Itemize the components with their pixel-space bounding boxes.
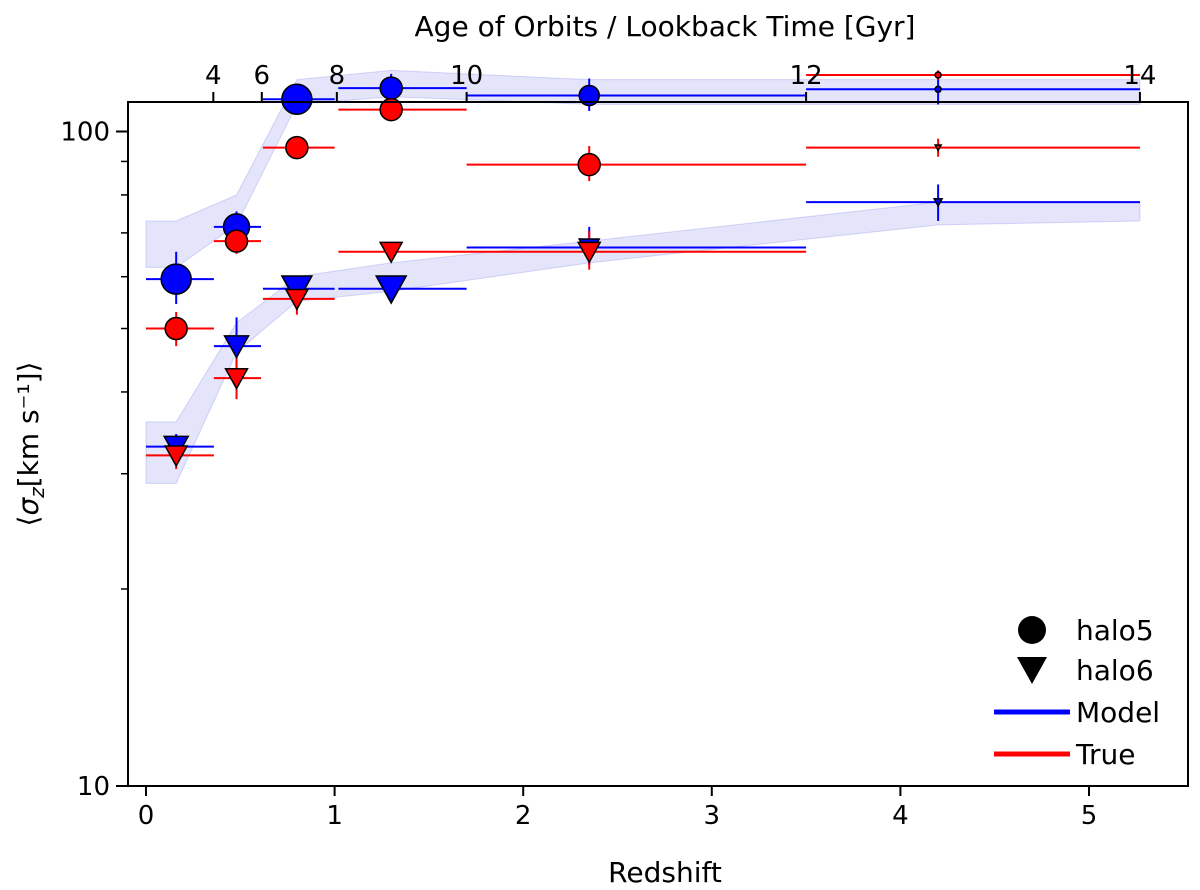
top-axis-ticks: 4 6 8 10 12 14 xyxy=(205,61,1156,102)
error-bars xyxy=(146,70,1140,470)
top-tick-label-0: 4 xyxy=(205,61,222,91)
halo6-true-point-1 xyxy=(224,367,249,391)
halo6-model-point-3 xyxy=(374,275,408,305)
x-axis-title: Redshift xyxy=(608,856,722,889)
top-tick-label-5: 14 xyxy=(1123,61,1156,91)
x-tick-label-3: 3 xyxy=(704,801,721,831)
halo5-model-point-3 xyxy=(379,76,403,100)
halo5-true-point-5 xyxy=(934,71,942,79)
legend-circle-icon xyxy=(1018,616,1046,644)
top-tick-label-2: 8 xyxy=(329,61,346,91)
plot-frame xyxy=(127,101,1189,787)
top-tick-label-1: 6 xyxy=(254,61,271,91)
legend-item-halo5: halo5 xyxy=(1018,614,1154,647)
top-axis-title: Age of Orbits / Lookback Time [Gyr] xyxy=(415,10,916,43)
legend-item-true: True xyxy=(994,738,1135,771)
halo5-model-point-2 xyxy=(281,83,313,116)
halo6-true-point-4 xyxy=(576,241,602,264)
halo6-true-point-2 xyxy=(284,288,310,311)
y-tick-label-0: 10 xyxy=(77,772,110,802)
legend-label-true: True xyxy=(1075,738,1135,771)
y-axis-ticks: 10 100 xyxy=(60,118,128,802)
halo6-band xyxy=(145,201,1141,484)
legend-triangle-icon xyxy=(1017,657,1047,684)
legend-label-model: Model xyxy=(1076,696,1160,729)
x-tick-label-4: 4 xyxy=(892,801,909,831)
y-axis-title: ⟨σz[km s⁻¹]⟩ xyxy=(12,362,49,527)
data-markers xyxy=(160,71,944,468)
y-title-close: ⟩ xyxy=(12,362,45,373)
legend-item-model: Model xyxy=(994,696,1160,729)
halo6-model-point-5 xyxy=(932,197,944,208)
halo5-true-point-1 xyxy=(224,229,249,253)
x-tick-label-0: 0 xyxy=(138,801,155,831)
halo5-true-point-2 xyxy=(285,135,309,160)
halo5-model-point-5 xyxy=(934,85,942,94)
legend-label-halo5: halo5 xyxy=(1076,614,1154,647)
y-title-unit: [km s⁻¹] xyxy=(12,372,45,487)
y-tick-label-1: 100 xyxy=(60,118,110,148)
y-title-sub: z xyxy=(25,487,49,499)
x-tick-label-5: 5 xyxy=(1081,801,1098,831)
halo6-true-point-0 xyxy=(163,445,189,468)
halo5-model-point-4 xyxy=(578,84,600,107)
y-title-sigma: σ xyxy=(12,497,45,516)
halo6-true-point-5 xyxy=(933,144,943,152)
halo5-model-point-0 xyxy=(160,263,192,295)
top-tick-label-4: 12 xyxy=(790,61,823,91)
legend-item-halo6: halo6 xyxy=(1017,654,1154,687)
y-title-open: ⟨ xyxy=(12,516,45,527)
halo5-true-point-0 xyxy=(164,316,188,341)
halo6-true-point-3 xyxy=(378,241,404,264)
top-tick-label-3: 10 xyxy=(450,61,483,91)
legend-label-halo6: halo6 xyxy=(1076,654,1154,687)
legend: halo5 halo6 Model True xyxy=(994,614,1160,771)
halo5-true-point-3 xyxy=(379,97,403,122)
x-axis-ticks: 0 1 2 3 4 5 xyxy=(138,786,1098,831)
x-tick-label-2: 2 xyxy=(515,801,532,831)
x-tick-label-1: 1 xyxy=(326,801,343,831)
halo6-model-point-1 xyxy=(223,335,250,360)
halo5-true-point-4 xyxy=(577,152,601,177)
